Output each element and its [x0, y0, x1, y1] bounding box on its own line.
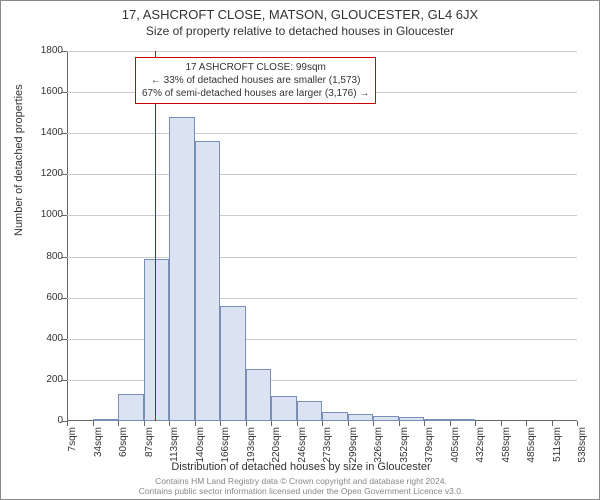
annotation-line-1: 17 ASHCROFT CLOSE: 99sqm: [142, 61, 369, 74]
xtick-mark: [297, 421, 298, 426]
histogram-bar: [220, 306, 246, 421]
xtick-mark: [169, 421, 170, 426]
histogram-bar: [195, 141, 221, 421]
xtick-mark: [195, 421, 196, 426]
annotation-box: 17 ASHCROFT CLOSE: 99sqm← 33% of detache…: [135, 57, 376, 104]
y-axis-line: [67, 51, 68, 421]
footer-attribution: Contains HM Land Registry data © Crown c…: [1, 476, 600, 496]
grid-line: [67, 215, 577, 216]
ytick-label: 200: [23, 375, 63, 385]
property-marker-line: [155, 51, 156, 421]
xtick-mark: [220, 421, 221, 426]
grid-line: [67, 257, 577, 258]
footer-line-2: Contains public sector information licen…: [1, 486, 600, 496]
histogram-bar: [373, 416, 399, 421]
xtick-mark: [399, 421, 400, 426]
xtick-mark: [577, 421, 578, 426]
ytick-label: 1400: [23, 128, 63, 138]
histogram-bar: [297, 401, 323, 421]
histogram-bar: [424, 419, 450, 421]
histogram-bar: [399, 417, 425, 421]
ytick-label: 400: [23, 334, 63, 344]
histogram-bar: [93, 419, 119, 421]
histogram-bar: [271, 396, 297, 421]
histogram-bar: [118, 394, 144, 421]
xtick-mark: [552, 421, 553, 426]
grid-line: [67, 174, 577, 175]
xtick-mark: [373, 421, 374, 426]
annotation-line-2: ← 33% of detached houses are smaller (1,…: [142, 74, 369, 87]
histogram-bar: [144, 259, 170, 421]
ytick-label: 1200: [23, 169, 63, 179]
histogram-bar: [450, 419, 476, 421]
chart-container: 17, ASHCROFT CLOSE, MATSON, GLOUCESTER, …: [0, 0, 600, 500]
xtick-mark: [246, 421, 247, 426]
grid-line: [67, 51, 577, 52]
xtick-mark: [144, 421, 145, 426]
xtick-mark: [424, 421, 425, 426]
ytick-label: 800: [23, 252, 63, 262]
xtick-mark: [322, 421, 323, 426]
xtick-mark: [67, 421, 68, 426]
histogram-bar: [348, 414, 374, 421]
plot-area: 0200400600800100012001400160018007sqm34s…: [67, 51, 577, 421]
histogram-bar: [169, 117, 195, 421]
chart-title: 17, ASHCROFT CLOSE, MATSON, GLOUCESTER, …: [1, 7, 599, 22]
x-axis-label: Distribution of detached houses by size …: [1, 461, 600, 473]
annotation-line-3: 67% of semi-detached houses are larger (…: [142, 87, 369, 100]
ytick-label: 1000: [23, 210, 63, 220]
xtick-mark: [93, 421, 94, 426]
xtick-mark: [475, 421, 476, 426]
grid-line: [67, 133, 577, 134]
footer-line-1: Contains HM Land Registry data © Crown c…: [1, 476, 600, 486]
histogram-bar: [246, 369, 272, 421]
xtick-mark: [348, 421, 349, 426]
xtick-mark: [118, 421, 119, 426]
xtick-mark: [271, 421, 272, 426]
xtick-mark: [450, 421, 451, 426]
ytick-label: 600: [23, 293, 63, 303]
ytick-label: 1800: [23, 46, 63, 56]
histogram-bar: [322, 412, 348, 421]
chart-subtitle: Size of property relative to detached ho…: [1, 24, 599, 38]
xtick-mark: [501, 421, 502, 426]
ytick-label: 1600: [23, 87, 63, 97]
plot: 0200400600800100012001400160018007sqm34s…: [67, 51, 577, 421]
xtick-mark: [526, 421, 527, 426]
ytick-label: 0: [23, 416, 63, 426]
